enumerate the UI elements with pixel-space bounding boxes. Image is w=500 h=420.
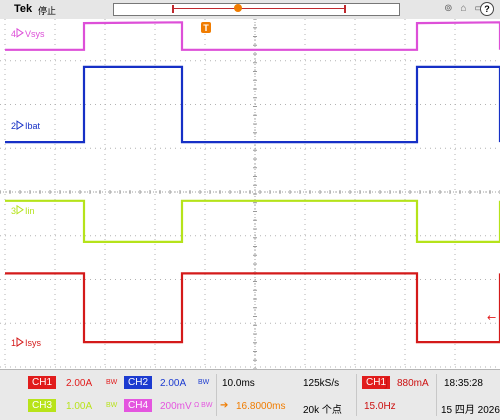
lock-icon[interactable]: ⌂ [460,3,475,14]
channel-marker-isys[interactable]: 1 Isys [11,337,42,348]
trigger-level[interactable]: 880mA [397,378,429,389]
acquisition-status[interactable]: 停止 [38,6,57,16]
graticule [0,19,500,369]
ch1-scale[interactable]: 2.00A [66,378,93,389]
ch1-badge[interactable]: CH1 [28,376,57,389]
channel-marker-number: 1 [11,338,16,348]
ch3-scale[interactable]: 1.00A [66,401,93,412]
divider [216,374,217,416]
record-window-right-bracket [344,5,346,13]
clock-date: 15 四月 2026 [441,405,500,416]
channel-trace-label: Vsys [25,29,45,39]
toolbar-icons: ⊚⌂▭ [444,3,492,14]
channel-marker-vsys[interactable]: 4 Vsys [11,27,45,39]
divider [356,374,357,416]
trigger-position-marker[interactable]: T [201,22,211,33]
ch1-bandwidth-icon: BW [106,379,118,386]
usb-icon[interactable]: ▭ [475,3,492,14]
help-icon[interactable]: ? [480,2,494,16]
waveform-traces [5,21,500,344]
channel-marker-arrow-icon [16,27,24,38]
record-window-left-bracket [172,5,174,13]
sample-rate[interactable]: 125kS/s [303,378,340,389]
divider [436,374,437,416]
clock-time: 18:35:28 [444,378,483,389]
ch2-bandwidth-icon: BW [198,379,210,386]
channel-marker-ibat[interactable]: 2 Ibat [11,120,41,131]
channel-trace-label: Isys [25,338,42,348]
trigger-marker-label: T [203,23,209,33]
channel-markers: 4 Vsys 2 Ibat 3 Iin 1 Isys [11,27,45,348]
trigger-frequency: 15.0Hz [364,401,396,412]
timebase-scale[interactable]: 10.0ms [222,378,255,389]
top-status-bar: Tek 停止 ⊚⌂▭ ? [0,0,500,19]
ch4-bandwidth-icon: Ω BW [194,402,213,409]
channel-marker-number: 2 [11,121,16,131]
channel-marker-number: 3 [11,206,16,216]
channel-marker-number: 4 [11,29,16,39]
channel-marker-arrow-icon [16,337,24,347]
trigger-level-arrow-icon[interactable]: ← [487,311,496,324]
record-view-bar[interactable] [113,3,400,16]
trace-iin [5,199,500,243]
channel-marker-iin[interactable]: 3 Iin [11,204,35,216]
rising-edge-icon: ∫ [385,375,389,389]
trace-ibat [5,65,500,144]
ch2-scale[interactable]: 2.00A [160,378,187,389]
trigger-marker-box [201,22,211,33]
ch4-scale[interactable]: 200mV [160,401,192,412]
horizontal-position-arrow-icon: ➔ [220,400,229,411]
settings-bar: CH1 2.00A BW CH2 2.00A BW CH3 1.00A BW C… [0,369,500,420]
record-length[interactable]: 20k 个点 [303,405,342,416]
brand-logo: Tek [14,3,33,15]
ch3-bandwidth-icon: BW [106,402,118,409]
network-icon[interactable]: ⊚ [444,3,461,14]
record-position-marker[interactable] [234,4,242,12]
trace-isys [5,272,500,344]
channel-trace-label: Iin [25,206,35,216]
ch4-badge[interactable]: CH4 [124,399,153,412]
trigger-source-badge[interactable]: CH1 [362,376,391,389]
channel-trace-label: Ibat [25,121,41,131]
waveform-display[interactable]: 4 Vsys 2 Ibat 3 Iin 1 Isys T ← [0,19,500,369]
ch2-badge[interactable]: CH2 [124,376,153,389]
trace-vsys [5,21,500,51]
ch3-badge[interactable]: CH3 [28,399,57,412]
channel-marker-arrow-icon [16,120,24,131]
channel-marker-arrow-icon [16,204,24,215]
horizontal-position[interactable]: 16.8000ms [236,401,286,412]
record-window-line [174,8,344,9]
